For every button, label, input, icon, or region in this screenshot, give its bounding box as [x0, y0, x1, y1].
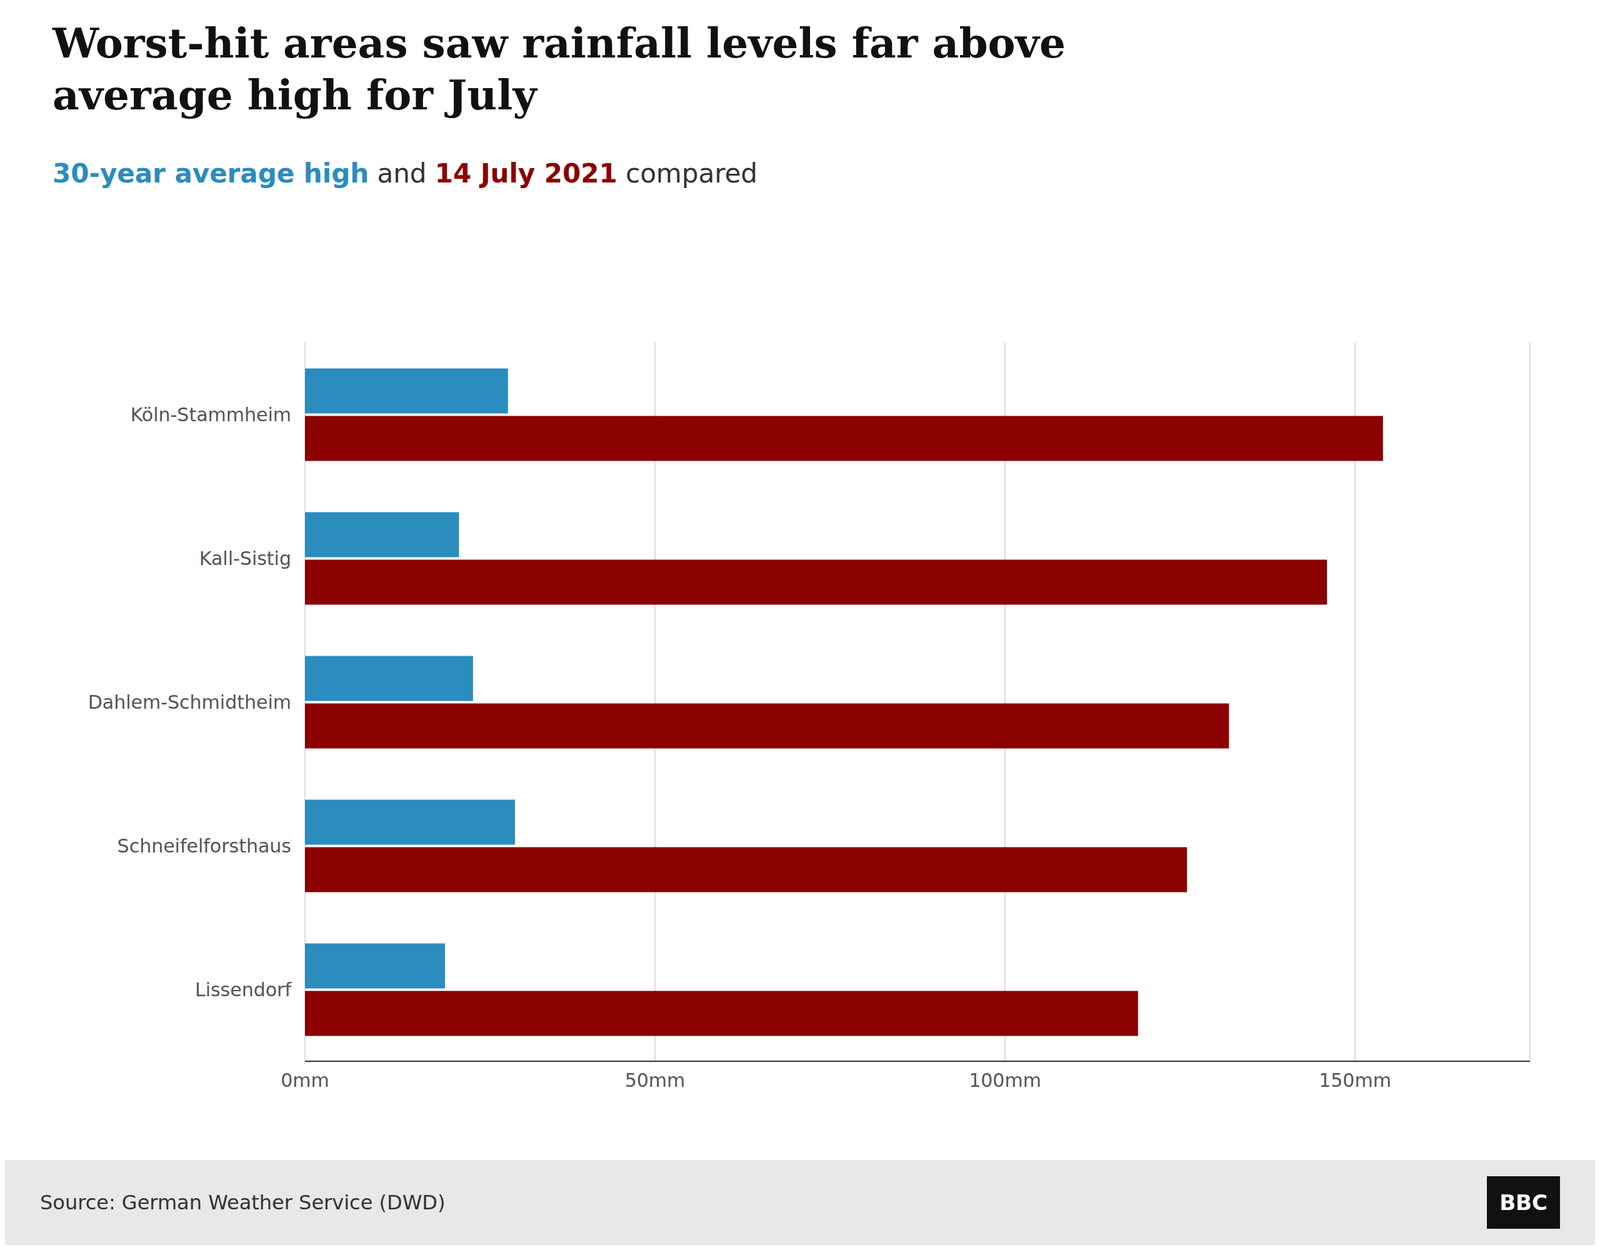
svg-text:Kall-Sistig: Kall-Sistig	[199, 547, 292, 570]
html-text:30-year average high and 14 Ju: 30-year average high and 14 July 2021 co…	[52, 158, 758, 189]
svg-text:0mm: 0mm	[280, 1069, 330, 1092]
html-text:BBC: BBC	[1499, 1190, 1548, 1215]
svg-text:Lissendorf: Lissendorf	[195, 978, 293, 1001]
html-text:Source: German Weather Service: Source: German Weather Service (DWD)	[40, 1190, 446, 1215]
svg-text:50mm: 50mm	[625, 1069, 686, 1092]
html-text:Worst-hit areas saw rainfall l: Worst-hit areas saw rainfall levels far …	[52, 18, 1066, 120]
svg-text:100mm: 100mm	[968, 1069, 1042, 1092]
svg-text:Köln-Stammheim: Köln-Stammheim	[130, 403, 292, 426]
svg-text:Dahlem-Schmidtheim: Dahlem-Schmidtheim	[88, 691, 292, 714]
svg-text:Schneifelforsthaus: Schneifelforsthaus	[117, 835, 292, 857]
svg-text:150mm: 150mm	[1318, 1069, 1392, 1092]
